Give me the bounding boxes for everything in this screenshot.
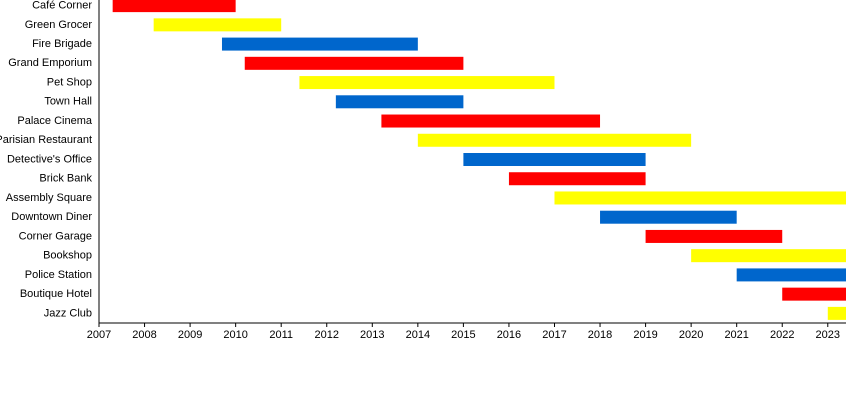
bar (827, 306, 846, 320)
bar (463, 153, 646, 166)
y-tick-label: Jazz Club (44, 307, 92, 319)
x-tick-label: 2013 (360, 329, 384, 341)
y-tick-label: Brick Bank (39, 173, 92, 185)
x-tick-label: 2010 (223, 329, 247, 341)
y-tick-label: Town Hall (44, 96, 92, 108)
bar (299, 76, 555, 90)
x-tick-label: 2014 (406, 329, 430, 341)
y-tick-label: Grand Emporium (8, 57, 92, 69)
bar (554, 191, 846, 205)
y-tick-label: Downtown Diner (11, 211, 92, 223)
bar (335, 95, 464, 109)
x-tick-label: 2019 (633, 329, 657, 341)
bar (381, 114, 601, 128)
y-tick-label: Bookshop (43, 250, 92, 262)
x-tick-label: 2012 (315, 329, 339, 341)
bar (782, 287, 846, 301)
bar (112, 0, 236, 13)
x-tick-label: 2009 (178, 329, 202, 341)
x-tick-label: 2022 (770, 329, 794, 341)
bar (417, 133, 692, 147)
bar (221, 37, 418, 51)
y-tick-label: Café Corner (32, 0, 92, 12)
bar (645, 229, 783, 243)
x-tick-label: 2011 (269, 329, 293, 341)
x-tick-label: 2020 (679, 329, 703, 341)
y-tick-label: Green Grocer (25, 19, 93, 31)
x-tick-label: 2016 (497, 329, 521, 341)
bar (153, 18, 282, 32)
x-tick-label: 2023 (816, 329, 840, 341)
y-tick-label: Police Station (25, 269, 92, 281)
y-tick-label: Parisian Restaurant (0, 134, 92, 146)
x-tick-label: 2008 (132, 329, 156, 341)
x-tick-label: 2018 (588, 329, 612, 341)
bar (736, 268, 846, 282)
bar (691, 249, 846, 263)
bar (244, 56, 464, 70)
x-tick-label: 2017 (542, 329, 566, 341)
y-tick-label: Palace Cinema (17, 115, 92, 127)
y-tick-label: Fire Brigade (32, 38, 92, 50)
x-tick-label: 2007 (87, 329, 111, 341)
y-tick-label: Boutique Hotel (20, 288, 92, 300)
y-tick-label: Pet Shop (47, 76, 92, 88)
bar (508, 172, 646, 186)
x-tick-label: 2015 (451, 329, 475, 341)
bar (600, 210, 737, 224)
y-tick-label: Assembly Square (6, 192, 92, 204)
y-tick-label: Detective's Office (7, 153, 92, 165)
x-tick-label: 2021 (724, 329, 748, 341)
y-tick-label: Corner Garage (19, 230, 92, 242)
